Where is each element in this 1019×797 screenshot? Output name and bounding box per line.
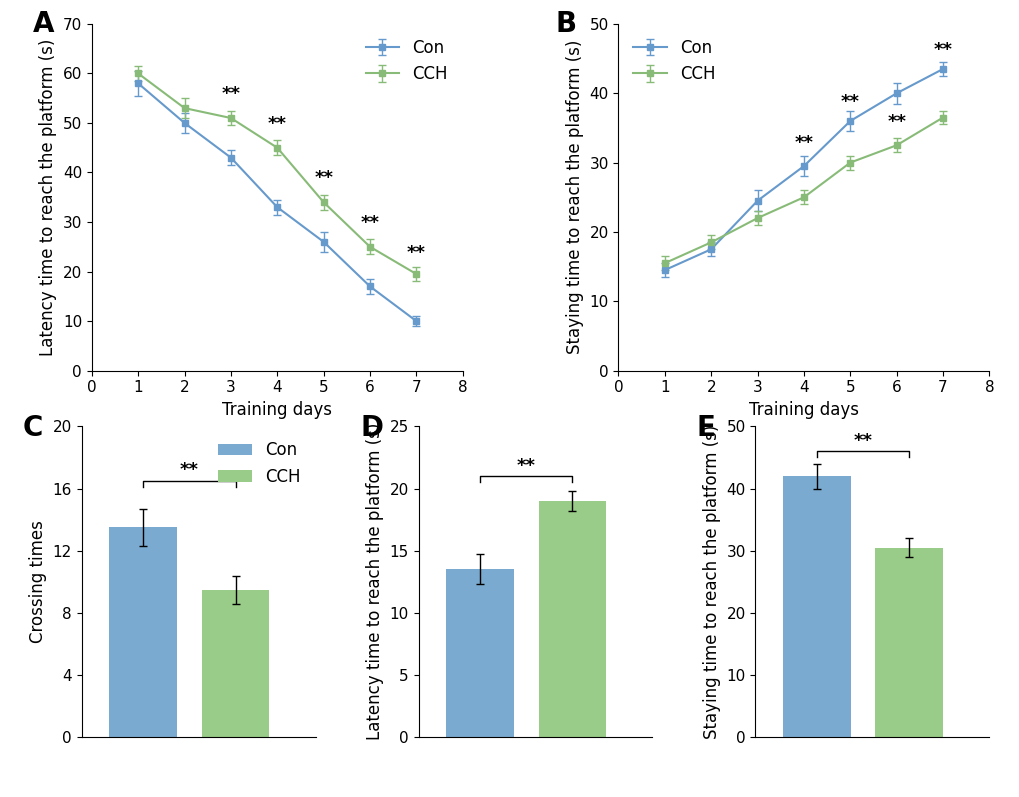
Y-axis label: Crossing times: Crossing times [29, 520, 47, 643]
Text: **: ** [360, 214, 379, 232]
Bar [783, 476, 850, 737]
Text: **: ** [794, 134, 812, 152]
Text: **: ** [179, 461, 199, 479]
Bar [874, 548, 943, 737]
Text: **: ** [517, 457, 535, 474]
Text: **: ** [268, 115, 286, 133]
Y-axis label: Latency time to reach the platform (s): Latency time to reach the platform (s) [39, 38, 57, 356]
Bar [538, 501, 605, 737]
Legend: Con, CCH: Con, CCH [627, 32, 721, 90]
Text: **: ** [221, 85, 240, 103]
Text: B: B [555, 10, 576, 38]
X-axis label: Training days: Training days [748, 401, 858, 419]
Bar [445, 569, 514, 737]
Text: **: ** [314, 169, 333, 187]
Text: **: ** [932, 41, 952, 59]
Y-axis label: Latency time to reach the platform (s): Latency time to reach the platform (s) [366, 423, 383, 740]
Text: E: E [696, 414, 715, 442]
Y-axis label: Staying time to reach the platform (s): Staying time to reach the platform (s) [566, 40, 583, 355]
X-axis label: Training days: Training days [222, 401, 332, 419]
Text: **: ** [853, 432, 872, 450]
Legend: Con, CCH: Con, CCH [212, 434, 307, 493]
Y-axis label: Staying time to reach the platform (s): Staying time to reach the platform (s) [702, 425, 720, 739]
Text: **: ** [840, 92, 859, 111]
Text: C: C [23, 414, 44, 442]
Text: D: D [360, 414, 383, 442]
Legend: Con, CCH: Con, CCH [359, 32, 453, 90]
Text: **: ** [887, 113, 905, 132]
Bar [109, 528, 177, 737]
Text: **: ** [407, 244, 425, 261]
Bar [202, 590, 269, 737]
Text: A: A [33, 10, 54, 38]
